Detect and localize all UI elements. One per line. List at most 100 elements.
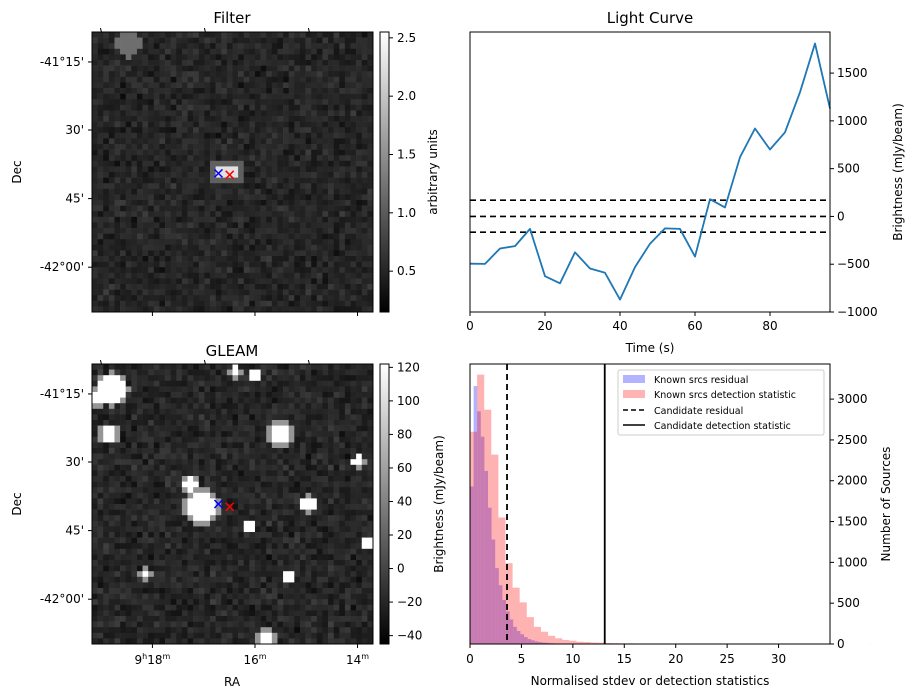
image-pixel — [299, 93, 306, 100]
image-pixel — [120, 284, 127, 290]
image-pixel — [243, 295, 250, 302]
image-pixel — [322, 295, 329, 302]
image-pixel — [333, 425, 340, 432]
image-pixel — [311, 420, 318, 426]
image-pixel — [181, 453, 188, 460]
image-pixel — [288, 172, 295, 178]
image-pixel — [221, 121, 228, 128]
image-pixel — [266, 610, 273, 617]
image-pixel — [260, 205, 267, 212]
image-pixel — [266, 194, 273, 201]
image-pixel — [193, 256, 200, 262]
image-pixel — [260, 375, 267, 382]
image-pixel — [103, 498, 110, 505]
image-pixel — [181, 560, 188, 566]
image-pixel — [114, 487, 121, 494]
image-pixel — [103, 487, 110, 494]
image-pixel — [148, 593, 155, 600]
image-pixel — [288, 71, 295, 78]
image-pixel — [339, 403, 346, 410]
image-pixel — [198, 532, 205, 538]
image-pixel — [238, 453, 245, 460]
image-pixel — [198, 610, 205, 617]
image-pixel — [142, 177, 149, 184]
image-pixel — [170, 604, 177, 611]
image-pixel — [92, 43, 98, 50]
image-pixel — [271, 392, 278, 398]
image-pixel — [97, 99, 104, 106]
filter-image — [92, 32, 374, 313]
image-pixel — [198, 487, 205, 494]
image-pixel — [221, 420, 228, 426]
image-pixel — [299, 261, 306, 268]
image-pixel — [142, 93, 149, 100]
image-pixel — [159, 627, 166, 634]
image-pixel — [322, 492, 329, 499]
image-pixel — [125, 610, 132, 617]
image-pixel — [153, 138, 160, 145]
image-pixel — [226, 295, 233, 302]
image-pixel — [299, 256, 306, 262]
image-pixel — [333, 82, 340, 89]
image-pixel — [159, 160, 166, 167]
image-pixel — [125, 604, 132, 611]
image-pixel — [125, 216, 132, 223]
image-pixel — [187, 239, 194, 246]
image-pixel — [294, 76, 301, 83]
image-pixel — [131, 99, 138, 106]
image-pixel — [288, 571, 295, 578]
image-pixel — [165, 436, 171, 443]
image-pixel — [322, 487, 329, 494]
image-pixel — [114, 71, 121, 78]
image-pixel — [350, 470, 357, 477]
image-pixel — [142, 588, 149, 594]
image-pixel — [181, 638, 188, 645]
image-pixel — [361, 48, 368, 55]
image-pixel — [170, 104, 177, 111]
image-pixel — [238, 509, 245, 516]
image-pixel — [114, 132, 121, 139]
image-pixel — [176, 442, 183, 449]
image-pixel — [344, 548, 351, 555]
image-pixel — [361, 582, 368, 589]
image-pixel — [176, 250, 183, 257]
image-pixel — [305, 93, 312, 100]
image-pixel — [266, 93, 273, 100]
image-pixel — [92, 520, 98, 527]
image-pixel — [226, 616, 233, 622]
image-pixel — [226, 610, 233, 617]
image-pixel — [120, 289, 127, 296]
image-pixel — [249, 408, 256, 415]
image-pixel — [350, 476, 357, 482]
image-pixel — [361, 267, 368, 274]
image-pixel — [243, 121, 250, 128]
image-pixel — [142, 565, 149, 572]
image-pixel — [204, 593, 211, 600]
image-pixel — [254, 448, 261, 454]
image-pixel — [170, 504, 177, 510]
image-pixel — [333, 442, 340, 449]
image-pixel — [148, 116, 155, 122]
image-pixel — [283, 464, 289, 471]
image-pixel — [165, 278, 171, 285]
image-pixel — [277, 593, 284, 600]
image-pixel — [311, 37, 318, 44]
image-pixel — [316, 431, 323, 438]
image-pixel — [249, 200, 256, 206]
image-pixel — [328, 498, 334, 505]
image-pixel — [97, 54, 104, 61]
image-pixel — [103, 88, 110, 94]
image-pixel — [271, 532, 278, 538]
image-pixel — [288, 76, 295, 83]
image-pixel — [367, 43, 374, 50]
image-pixel — [294, 272, 301, 279]
image-pixel — [328, 76, 334, 83]
image-pixel — [243, 520, 250, 527]
image-pixel — [159, 621, 166, 628]
image-pixel — [165, 76, 171, 83]
image-pixel — [299, 532, 306, 538]
image-pixel — [339, 289, 346, 296]
image-pixel — [193, 487, 200, 494]
image-pixel — [271, 453, 278, 460]
image-pixel — [92, 65, 98, 72]
